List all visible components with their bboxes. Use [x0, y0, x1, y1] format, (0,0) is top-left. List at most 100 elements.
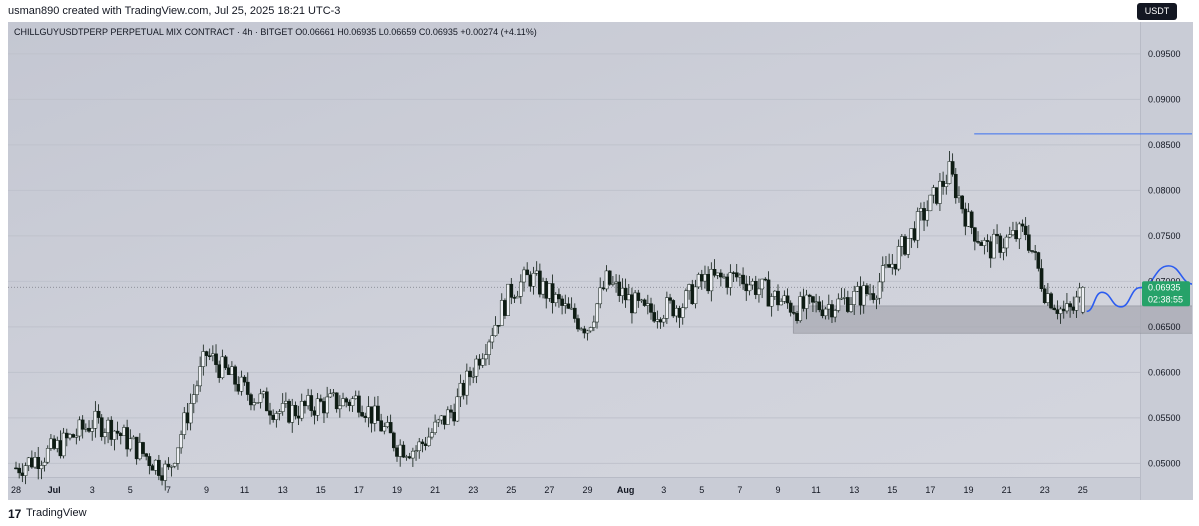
candle-down — [617, 281, 622, 296]
candle-down — [388, 422, 393, 434]
support-zone[interactable] — [792, 305, 1192, 334]
candle-down — [80, 419, 85, 430]
candle-up — [620, 287, 625, 296]
candle-up — [906, 238, 911, 255]
candle-up — [947, 161, 952, 184]
candle-down — [985, 240, 990, 242]
candle-down — [922, 208, 926, 221]
candle-up — [896, 246, 901, 270]
candle-up — [315, 398, 320, 416]
candle-down — [858, 286, 863, 306]
candle-up — [382, 426, 387, 432]
candle-up — [944, 183, 949, 187]
candle-down — [560, 298, 564, 306]
candle-up — [372, 405, 377, 424]
candle-up — [728, 272, 733, 288]
currency-button[interactable]: USDT — [1137, 3, 1177, 20]
candle-down — [1052, 307, 1057, 310]
candle-up — [842, 297, 847, 299]
candle-down — [1055, 309, 1060, 314]
candle-up — [284, 400, 288, 404]
chart-svg[interactable]: 0.095000.090000.085000.080000.075000.070… — [8, 22, 1192, 500]
candle-down — [233, 366, 237, 385]
price-tick-label: 0.09000 — [1148, 94, 1181, 104]
price-tag-value: 0.06935 — [1148, 282, 1181, 292]
candle-up — [417, 441, 422, 451]
candle-down — [309, 395, 314, 411]
candle-up — [655, 319, 660, 322]
candle-up — [366, 406, 371, 418]
candle-up — [547, 283, 552, 299]
candle-down — [734, 272, 739, 278]
candle-down — [1049, 293, 1053, 309]
candle-up — [258, 393, 263, 403]
candle-down — [744, 283, 749, 292]
candle-up — [534, 270, 539, 274]
candle-down — [699, 274, 704, 282]
time-tick-label: Aug — [617, 485, 635, 495]
candle-up — [33, 457, 37, 468]
last-price-tag[interactable]: 0.06935 02:38:55 — [1142, 281, 1190, 307]
candle-up — [588, 327, 593, 332]
candle-down — [207, 355, 212, 357]
candle-up — [868, 293, 872, 295]
candle-down — [988, 241, 993, 259]
candle-down — [249, 394, 253, 406]
candle-down — [887, 264, 891, 268]
candle-up — [195, 385, 199, 395]
candle-down — [204, 351, 209, 356]
candle-down — [509, 283, 514, 298]
candle-up — [458, 382, 463, 398]
candle-up — [436, 419, 441, 423]
candle-up — [84, 427, 88, 430]
time-tick-label: 28 — [11, 485, 21, 495]
candle-up — [1017, 223, 1022, 240]
candle-down — [1039, 268, 1044, 289]
projection-path[interactable] — [1086, 134, 1192, 313]
chart-frame[interactable]: 0.095000.090000.085000.080000.075000.070… — [8, 22, 1193, 501]
candle-up — [639, 299, 644, 302]
candle-down — [1033, 251, 1038, 253]
credit-bar: usman890 created with TradingView.com, J… — [0, 0, 1199, 22]
candle-up — [782, 295, 787, 302]
candle-down — [1030, 250, 1034, 252]
candle-up — [899, 236, 904, 247]
candle-down — [391, 432, 396, 449]
candle-up — [325, 396, 329, 414]
candle-down — [1061, 308, 1066, 312]
candle-up — [211, 353, 215, 357]
candle-up — [541, 281, 545, 295]
price-axis[interactable] — [1140, 22, 1193, 500]
time-axis[interactable] — [8, 477, 1140, 501]
candle-up — [353, 395, 358, 399]
time-tick-label: 11 — [811, 485, 820, 495]
time-tick-label: 23 — [1040, 485, 1050, 495]
symbol-legend[interactable]: CHILLGUYUSDTPERP PERPETUAL MIX CONTRACT … — [14, 27, 537, 37]
candle-up — [239, 376, 244, 392]
candle-up — [750, 281, 755, 286]
candle-up — [919, 208, 923, 212]
candle-down — [185, 412, 190, 424]
candle-down — [512, 297, 517, 299]
price-tick-label: 0.08000 — [1148, 185, 1181, 195]
candle-up — [645, 303, 650, 306]
time-tick-label: 13 — [278, 485, 288, 495]
time-tick-label: 23 — [468, 485, 478, 495]
candle-down — [865, 285, 869, 295]
candle-up — [925, 210, 930, 221]
candle-down — [71, 434, 75, 438]
candle-up — [687, 284, 691, 292]
candle-up — [611, 282, 615, 285]
candle-down — [264, 391, 269, 412]
candle-up — [106, 419, 110, 433]
candle-down — [420, 441, 425, 445]
candle-down — [287, 400, 291, 423]
candle-up — [176, 447, 180, 464]
candle-down — [788, 302, 793, 313]
candle-up — [826, 304, 831, 310]
candle-down — [601, 287, 606, 290]
candle-up — [1080, 287, 1085, 313]
time-tick-label: 25 — [506, 485, 516, 495]
candle-up — [760, 278, 764, 290]
candle-down — [630, 294, 634, 314]
